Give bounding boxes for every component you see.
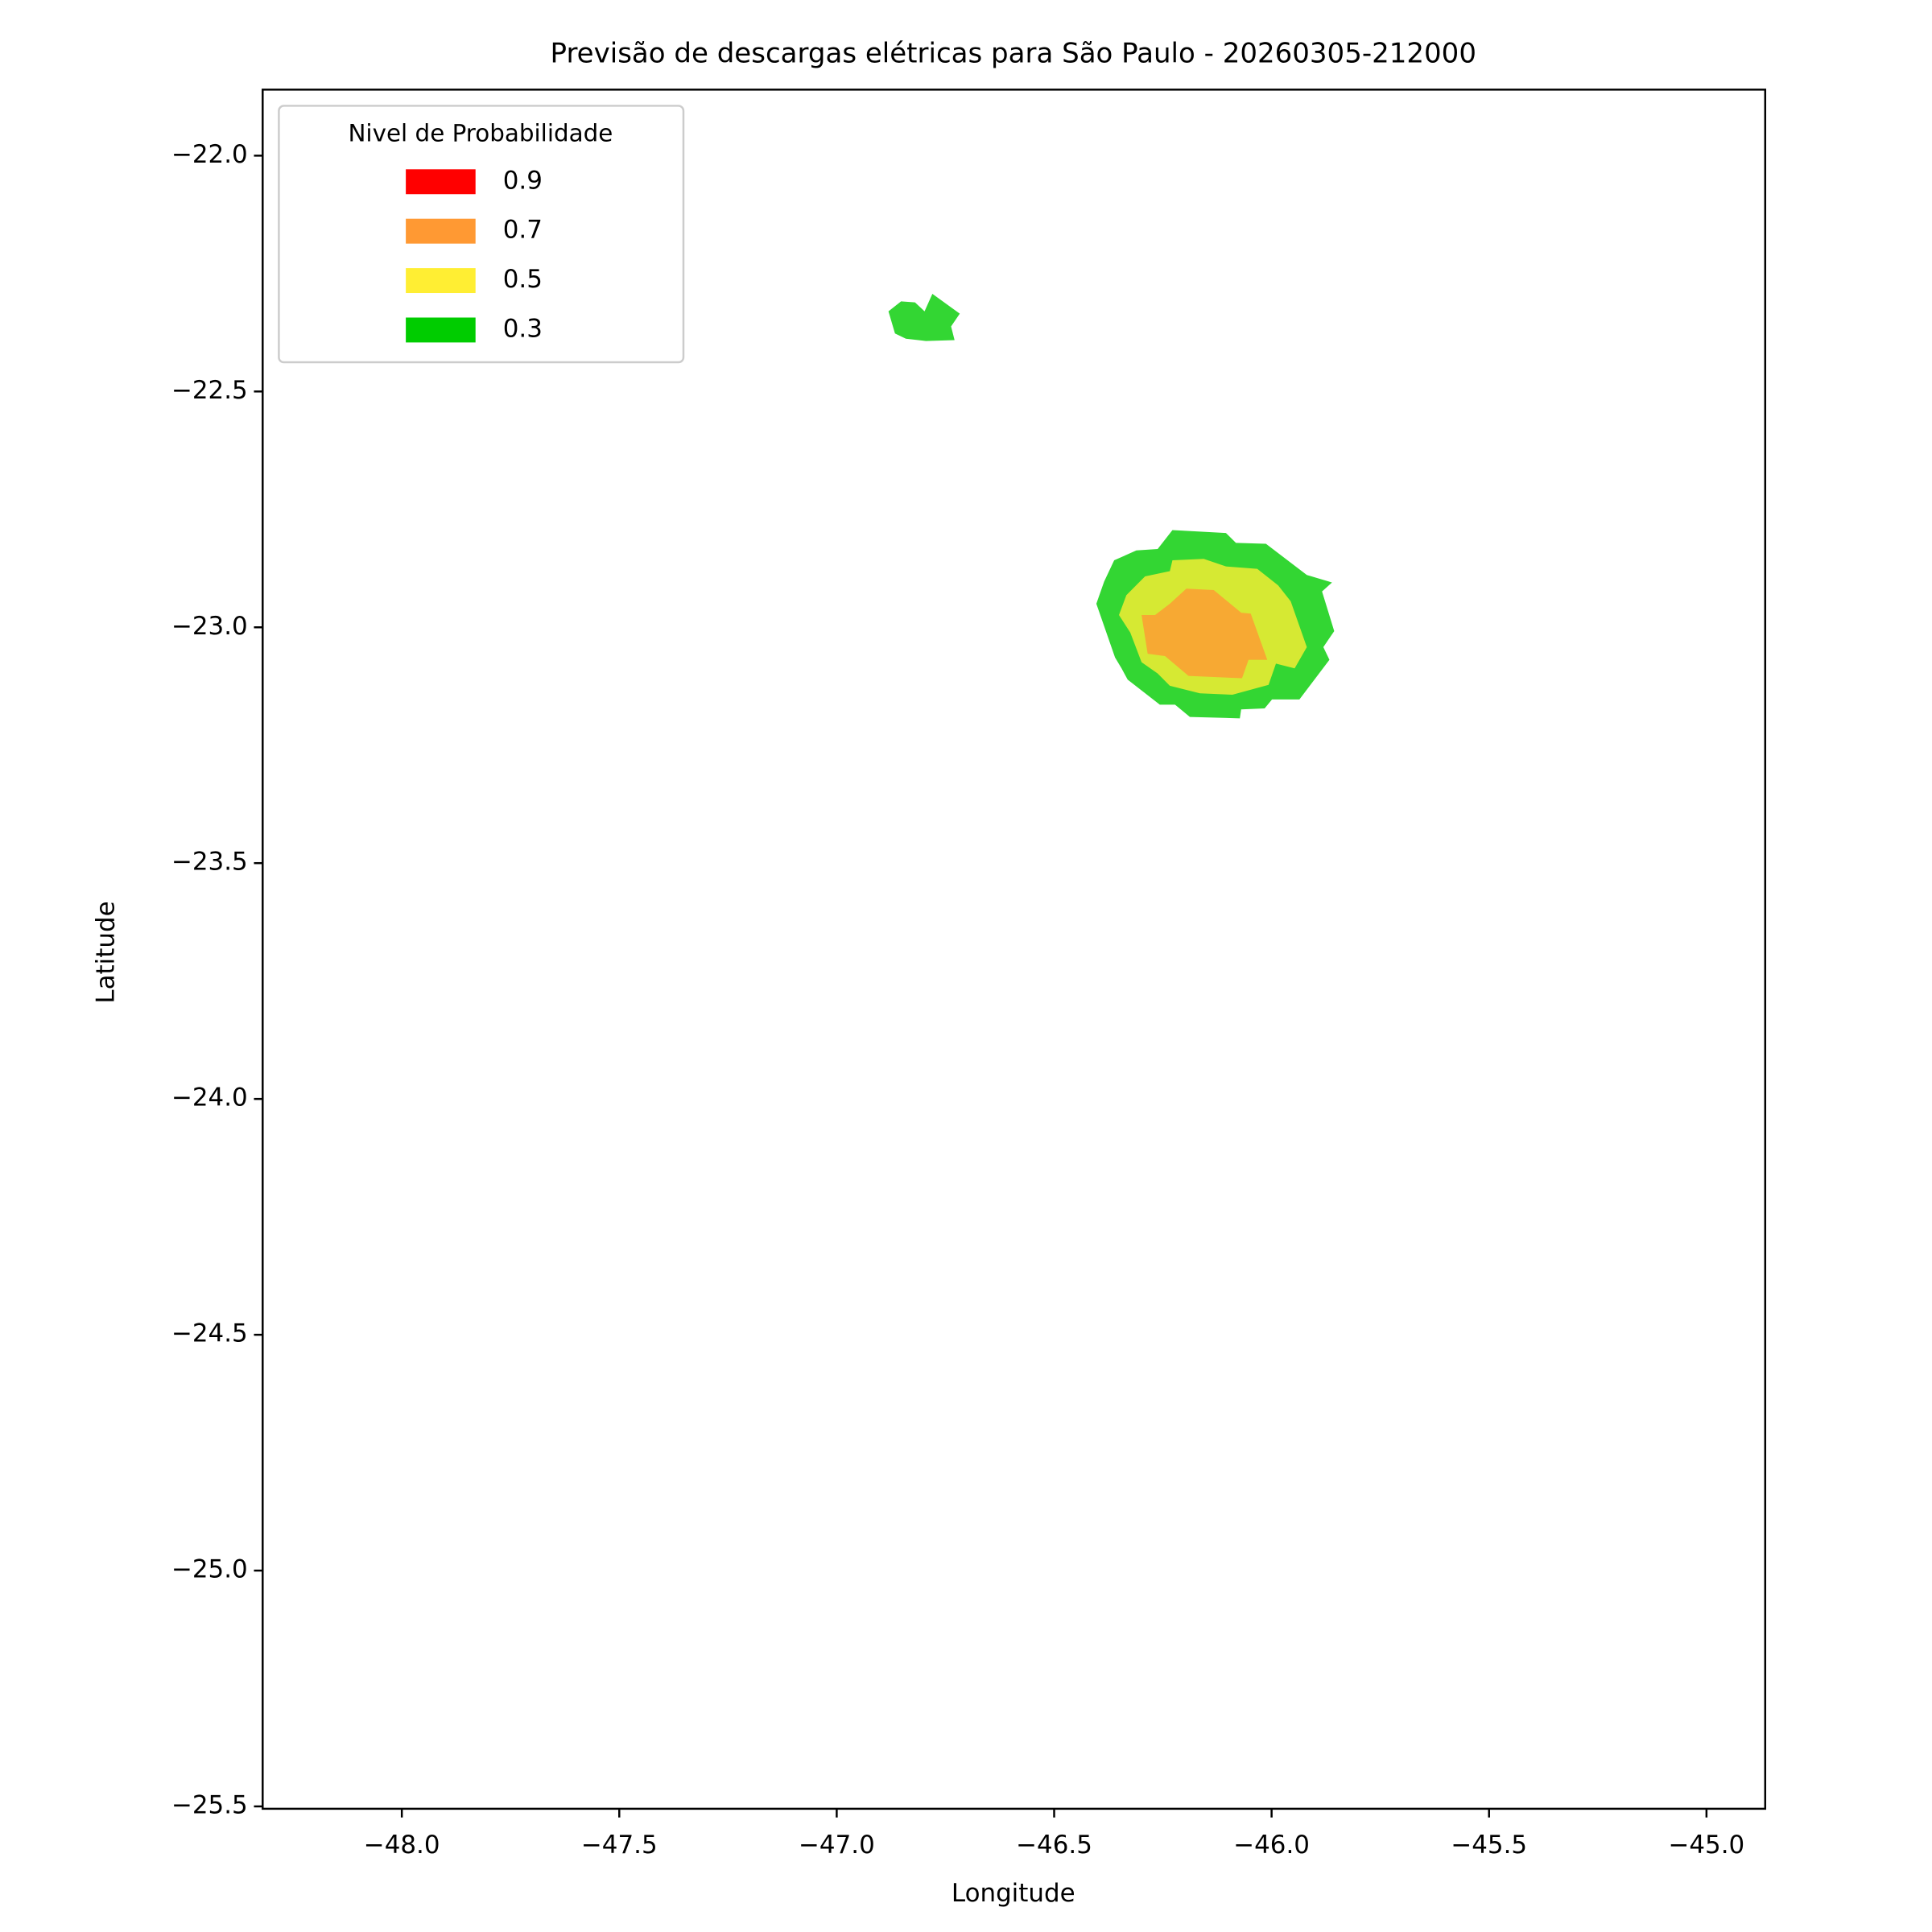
legend-label: 0.9: [503, 166, 543, 195]
y-tick-label: −22.5: [171, 376, 248, 405]
y-tick-label: −24.5: [171, 1319, 248, 1348]
chart-title: Previsão de descargas elétricas para São…: [551, 38, 1476, 70]
legend-swatch: [406, 169, 476, 195]
legend-swatch: [406, 317, 476, 343]
legend-frame: [278, 105, 685, 364]
x-tick-label: −46.5: [1016, 1831, 1092, 1860]
legend-label: 0.3: [503, 314, 543, 343]
y-tick-label: −25.5: [171, 1790, 248, 1819]
plot-area: [888, 294, 1335, 719]
y-tick-label: −23.0: [171, 612, 248, 641]
y-tick-label: −22.0: [171, 140, 248, 169]
x-tick-label: −46.0: [1233, 1831, 1310, 1860]
x-axis-label: Longitude: [952, 1879, 1075, 1908]
x-tick-label: −48.0: [364, 1831, 440, 1860]
y-tick-label: −24.0: [171, 1084, 248, 1113]
x-tick-label: −45.0: [1668, 1831, 1744, 1860]
contour-region: [1141, 588, 1268, 679]
legend-label: 0.7: [503, 216, 543, 245]
legend-swatch: [406, 218, 476, 244]
x-tick-label: −47.0: [799, 1831, 875, 1860]
x-tick-label: −45.5: [1451, 1831, 1527, 1860]
legend-label: 0.5: [503, 265, 543, 294]
contour-region: [888, 294, 960, 341]
x-tick-label: −47.5: [581, 1831, 658, 1860]
legend-swatch: [406, 268, 476, 294]
y-tick-label: −23.5: [171, 848, 248, 877]
legend-title: Nivel de Probabilidade: [348, 120, 613, 147]
y-axis-label: Latitude: [91, 901, 120, 1003]
legend: Nivel de Probabilidade 0.9 0.7 0.5 0.3: [278, 105, 685, 364]
y-tick-label: −25.0: [171, 1555, 248, 1584]
axes-frame: [262, 89, 1767, 1810]
